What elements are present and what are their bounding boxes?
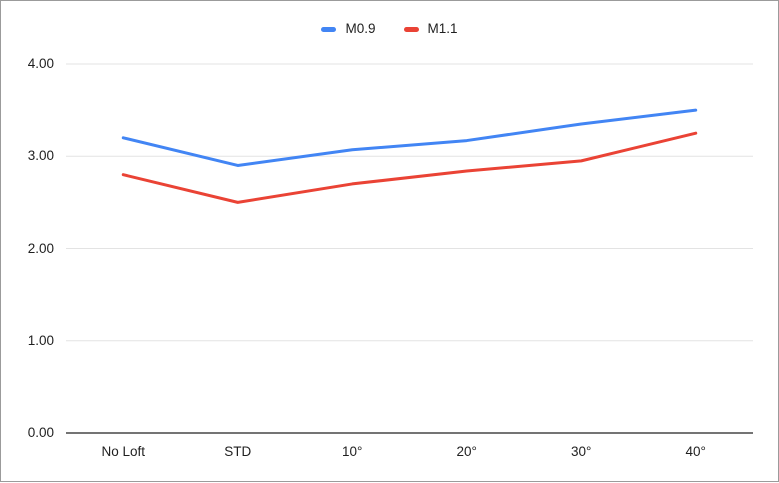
legend-swatch-icon xyxy=(403,26,419,32)
y-axis-tick-label: 0.00 xyxy=(27,425,54,440)
series-line-M0.9 xyxy=(121,108,698,167)
legend-label: M0.9 xyxy=(345,21,376,36)
series-line-M1.1 xyxy=(121,131,698,204)
x-axis-label: STD xyxy=(224,444,252,459)
legend-swatch-icon xyxy=(321,26,337,32)
y-axis-tick-label: 4.00 xyxy=(27,56,54,71)
x-axis-label: 10° xyxy=(342,444,363,459)
legend-item: M0.9 xyxy=(321,21,376,37)
legend-label: M1.1 xyxy=(427,21,458,36)
x-axis-label: No Loft xyxy=(101,444,146,459)
y-axis-tick-label: 3.00 xyxy=(27,148,54,164)
x-axis-label: 30° xyxy=(571,444,592,459)
chart-legend: M0.9 M1.1 xyxy=(1,21,778,37)
x-axis-label: 20° xyxy=(456,444,477,459)
legend-item: M1.1 xyxy=(403,21,458,37)
y-axis-tick-label: 2.00 xyxy=(27,240,54,256)
x-axis-label: 40° xyxy=(685,444,706,459)
y-axis-tick-label: 1.00 xyxy=(27,332,54,348)
